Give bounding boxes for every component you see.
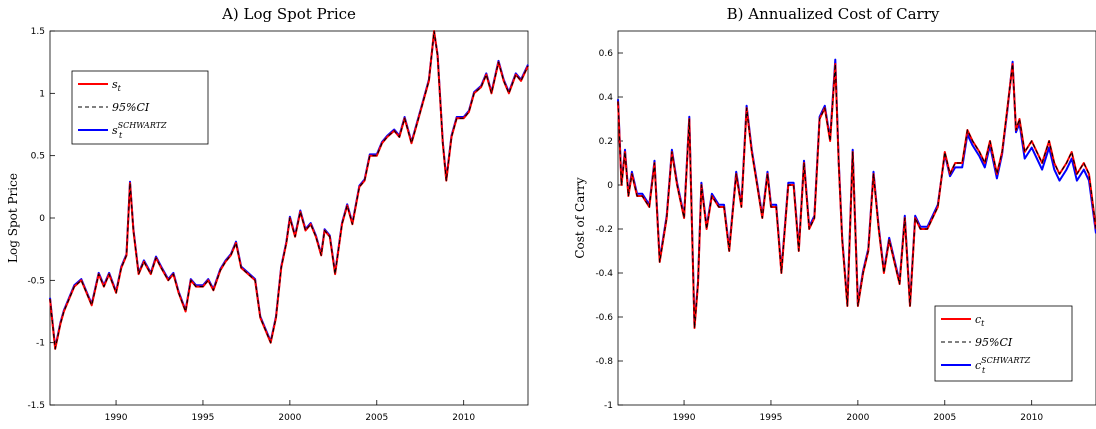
legend-label-carry: ct (975, 313, 985, 328)
y-tick-label: -0.2 (595, 225, 613, 235)
x-tick-label: 2000 (278, 413, 301, 423)
panel-cost-of-carry: B) Annualized Cost of Carry Cost of Carr… (573, 5, 1096, 423)
legend-label-subscript: t (981, 319, 985, 328)
plot-area (617, 30, 1096, 406)
panel-log-spot-price: A) Log Spot Price Log Spot Price 1990 199… (6, 5, 529, 423)
y-tick-label: 0.5 (31, 152, 45, 162)
legend-label-spot: st (112, 78, 122, 93)
legend-label-base: s (112, 78, 118, 91)
x-tick-label: 1990 (105, 413, 128, 423)
x-tick-label: 2005 (933, 413, 956, 423)
y-tick-label: 0.6 (599, 49, 614, 59)
legend-label-superscript: SCHWARTZ (118, 121, 167, 130)
legend-label-base: c (975, 359, 981, 372)
y-axis-label: Log Spot Price (6, 173, 20, 263)
y-tick-label: -0.6 (595, 313, 613, 323)
y-tick-label: -0.8 (595, 357, 613, 367)
y-tick-label: 0 (607, 181, 613, 191)
legend-label-ci: 95%CI (975, 336, 1013, 349)
x-tick-label: 2005 (365, 413, 388, 423)
y-tick-label: 1.5 (31, 27, 45, 37)
x-tick-label: 1990 (673, 413, 696, 423)
x-tick-label: 2010 (452, 413, 475, 423)
x-tick-label: 2010 (1020, 413, 1043, 423)
x-tick-label: 2000 (846, 413, 869, 423)
x-tick-label: 1995 (192, 413, 215, 423)
legend-label-subscript: t (982, 366, 986, 375)
legend-label-subscript: t (119, 131, 123, 140)
y-tick-label: 0 (39, 214, 45, 224)
y-tick-label: -0.4 (595, 269, 613, 279)
y-tick-label: -1 (604, 401, 613, 411)
axis-ticks: 1990 1995 2000 2005 2010 -1.5 -1 -0.5 0 0.5 1 1.5 (27, 27, 475, 423)
y-tick-label: 0.4 (599, 93, 614, 103)
legend-label-base: s (112, 124, 118, 137)
panel-title: B) Annualized Cost of Carry (727, 5, 940, 23)
panel-title: A) Log Spot Price (221, 5, 356, 23)
y-tick-label: -1.5 (27, 401, 45, 411)
legend-label-subscript: t (118, 84, 122, 93)
y-tick-label: -0.5 (27, 276, 45, 286)
y-tick-label: -1 (36, 339, 45, 349)
legend-label-base: c (975, 313, 981, 326)
legend-label-base: 95%CI (975, 336, 1013, 349)
y-tick-label: 0.2 (599, 137, 613, 147)
y-axis-label: Cost of Carry (573, 177, 587, 258)
legend-label-superscript: SCHWARTZ (981, 356, 1030, 365)
series-line-spot (49, 30, 529, 350)
x-tick-label: 1995 (760, 413, 783, 423)
series-lines (49, 30, 529, 350)
legend-label-base: 95%CI (112, 101, 150, 114)
series-lines (617, 58, 1096, 329)
axis-ticks: 1990 1995 2000 2005 2010 -1 -0.8 -0.6 -0.4 -0.2 0 0… (595, 49, 1043, 423)
legend-label-schwartz: cSCHWARTZ t (975, 356, 1031, 375)
y-tick-label: 1 (39, 89, 45, 99)
legend-label-ci: 95%CI (112, 101, 150, 114)
series-line-ci (617, 63, 1096, 329)
legend-label-schwartz: sSCHWARTZ t (112, 121, 167, 140)
